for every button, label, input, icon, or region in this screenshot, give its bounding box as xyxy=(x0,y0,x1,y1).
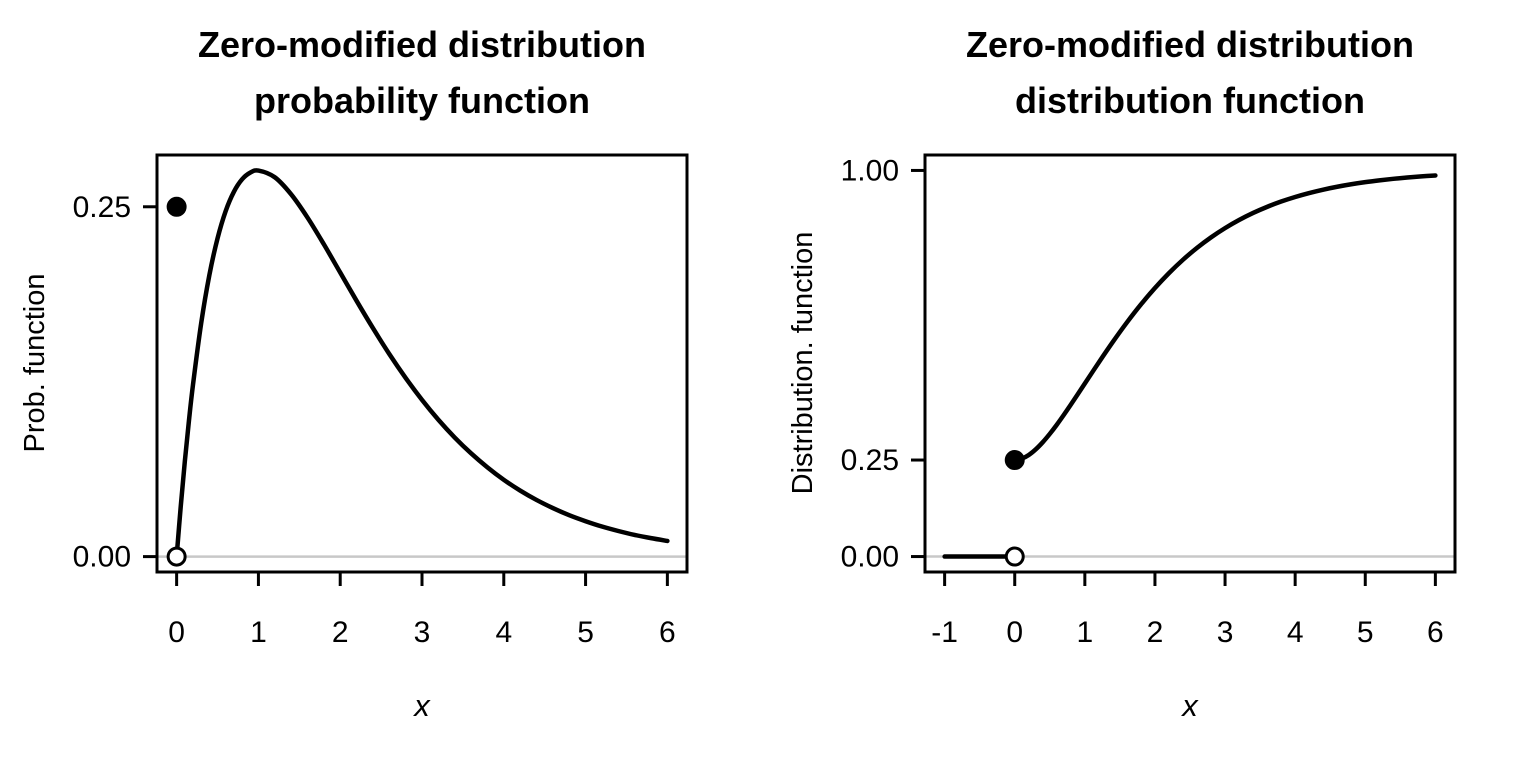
x-tick-label: -1 xyxy=(931,616,958,649)
filled-circle-marker xyxy=(1004,450,1025,471)
pdf-curve xyxy=(174,168,670,559)
filled-circle-marker xyxy=(166,196,187,217)
x-tick-label: 1 xyxy=(1076,616,1093,649)
x-tick-label: 4 xyxy=(1287,616,1304,649)
x-tick-label: 3 xyxy=(1217,616,1234,649)
pmf-plot-area: 0 1 2 3 4 5 6 0.00 0.25 xyxy=(73,153,689,649)
y-tick-label: 0.25 xyxy=(73,191,131,224)
pmf-title-line-1: Zero-modified distribution xyxy=(198,24,646,65)
cdf-chart: Zero-modified distribution distribution … xyxy=(787,24,1457,723)
x-tick-label: 4 xyxy=(495,616,512,649)
x-tick-label: 5 xyxy=(1357,616,1374,649)
cdf-curve xyxy=(1012,173,1438,463)
cdf-title-line-2: distribution function xyxy=(1015,80,1365,121)
cdf-title-line-1: Zero-modified distribution xyxy=(966,24,1414,65)
open-circle-marker xyxy=(1004,546,1025,567)
x-tick-label: 6 xyxy=(659,616,676,649)
plot-box xyxy=(923,153,1457,574)
y-tick-label: 1.00 xyxy=(841,154,899,187)
plot-box xyxy=(155,153,689,574)
pmf-x-axis-label: x xyxy=(412,688,431,723)
pmf-chart: Zero-modified distribution probability f… xyxy=(19,24,689,723)
pmf-y-axis-label: Prob. function xyxy=(19,274,51,453)
y-tick-label: 0.25 xyxy=(841,444,899,477)
y-tick-label: 0.00 xyxy=(73,541,131,574)
x-tick-label: 2 xyxy=(332,616,349,649)
x-tick-label: 3 xyxy=(414,616,431,649)
x-tick-label: 0 xyxy=(1006,616,1023,649)
cdf-panel: Zero-modified distribution distribution … xyxy=(768,0,1536,768)
open-circle-marker xyxy=(166,546,187,567)
x-tick-label: 1 xyxy=(250,616,267,649)
x-tick-label: 0 xyxy=(168,616,185,649)
pmf-panel: Zero-modified distribution probability f… xyxy=(19,24,689,723)
x-tick-label: 5 xyxy=(577,616,594,649)
y-tick-label: 0.00 xyxy=(841,541,899,574)
x-tick-label: 6 xyxy=(1427,616,1444,649)
cdf-plot-area: -1 0 1 2 3 4 5 6 0.00 0.25 1.00 xyxy=(841,153,1457,649)
cdf-y-axis-label: Distribution. function xyxy=(787,232,819,495)
x-tick-label: 2 xyxy=(1147,616,1164,649)
pmf-title-line-2: probability function xyxy=(254,80,590,121)
cdf-x-axis-label: x xyxy=(1180,688,1199,723)
